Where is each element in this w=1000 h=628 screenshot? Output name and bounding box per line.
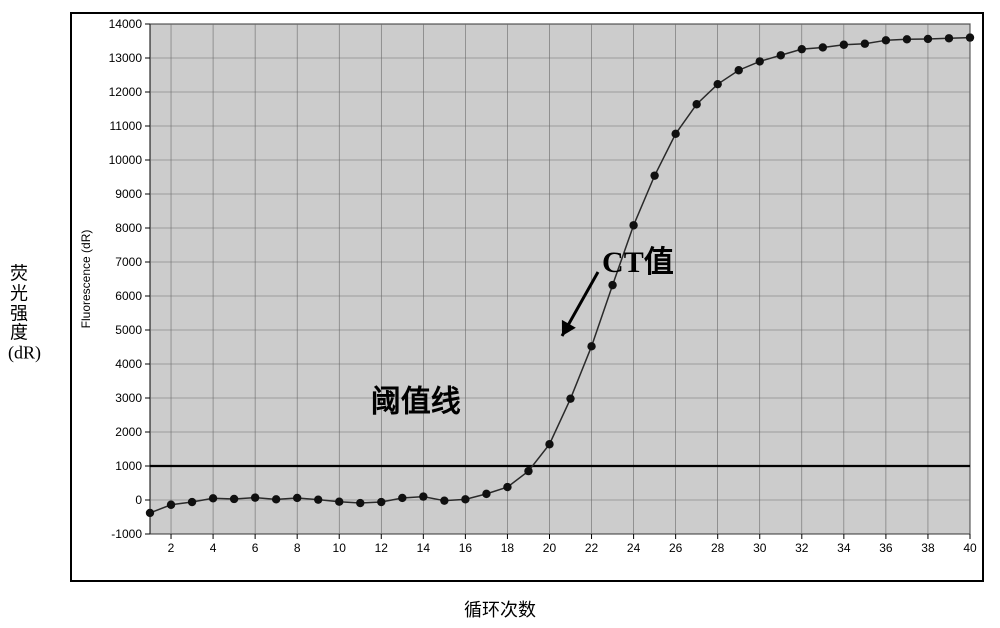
ytick-label: 11000	[110, 119, 143, 133]
xtick-label: 24	[627, 541, 641, 555]
data-marker	[882, 36, 890, 44]
data-marker	[188, 498, 196, 506]
xtick-label: 22	[585, 541, 599, 555]
ytick-label: 12000	[109, 85, 143, 99]
data-marker	[377, 498, 385, 506]
ytick-label: 3000	[115, 391, 142, 405]
data-marker	[146, 509, 154, 517]
data-marker	[735, 66, 743, 74]
xtick-label: 18	[501, 541, 515, 555]
plot-area	[150, 24, 970, 534]
data-marker	[419, 492, 427, 500]
xtick-label: 38	[921, 541, 935, 555]
xtick-label: 32	[795, 541, 809, 555]
xtick-label: 6	[252, 541, 259, 555]
ytick-label: 10000	[109, 153, 143, 167]
data-marker	[566, 394, 574, 402]
xtick-label: 12	[375, 541, 389, 555]
data-marker	[545, 440, 553, 448]
xtick-label: 26	[669, 541, 683, 555]
xtick-label: 2	[168, 541, 175, 555]
data-marker	[398, 494, 406, 502]
data-marker	[713, 80, 721, 88]
ytick-label: 2000	[115, 425, 142, 439]
threshold-label: 阈值线	[371, 386, 461, 419]
data-marker	[314, 495, 322, 503]
data-marker	[440, 496, 448, 504]
data-marker	[840, 41, 848, 49]
data-marker	[293, 494, 301, 502]
ytick-label: 9000	[115, 187, 142, 201]
ytick-label: 8000	[115, 221, 142, 235]
xtick-label: 16	[459, 541, 473, 555]
xtick-label: 34	[837, 541, 851, 555]
data-marker	[692, 100, 700, 108]
x-axis-label-outer: 循环次数	[0, 596, 1000, 622]
data-marker	[924, 35, 932, 43]
chart-svg: -1000 0 1000 2000 3000 4000 5000 6000 7000 8000 90…	[72, 14, 982, 580]
data-marker	[629, 221, 637, 229]
data-marker	[251, 493, 259, 501]
xtick-label: 14	[417, 541, 431, 555]
ytick-label: 13000	[109, 51, 143, 65]
ytick-label: 4000	[115, 357, 142, 371]
data-marker	[587, 342, 595, 350]
xtick-label: 40	[963, 541, 977, 555]
data-marker	[356, 499, 364, 507]
data-marker	[209, 494, 217, 502]
xtick-label: 4	[210, 541, 217, 555]
data-marker	[482, 490, 490, 498]
data-marker	[903, 35, 911, 43]
data-marker	[272, 495, 280, 503]
data-marker	[335, 498, 343, 506]
y-axis-label-inner: Fluorescence (dR)	[79, 230, 93, 329]
data-marker	[756, 57, 764, 65]
xtick-label: 10	[333, 541, 347, 555]
data-marker	[777, 51, 785, 59]
data-marker	[671, 130, 679, 138]
data-marker	[167, 501, 175, 509]
ytick-label: 5000	[115, 323, 142, 337]
data-marker	[798, 45, 806, 53]
ytick-label: 7000	[115, 255, 142, 269]
data-marker	[524, 467, 532, 475]
data-marker	[966, 33, 974, 41]
data-marker	[945, 34, 953, 42]
data-marker	[230, 495, 238, 503]
data-marker	[608, 281, 616, 289]
ct-label: CT值	[602, 246, 674, 279]
ytick-label: 1000	[115, 459, 142, 473]
data-marker	[861, 40, 869, 48]
xtick-label: 36	[879, 541, 893, 555]
chart-frame: -1000 0 1000 2000 3000 4000 5000 6000 7000 8000 90…	[70, 12, 984, 582]
xtick-label: 20	[543, 541, 557, 555]
ytick-label: 0	[135, 493, 142, 507]
data-marker	[503, 483, 511, 491]
data-marker	[650, 171, 658, 179]
xtick-label: 8	[294, 541, 301, 555]
y-axis-label-outer: 荧光强度(dR)	[8, 265, 30, 364]
xtick-label: 30	[753, 541, 767, 555]
data-marker	[819, 43, 827, 51]
xtick-label: 28	[711, 541, 725, 555]
ytick-label: -1000	[111, 527, 142, 541]
ytick-label: 14000	[109, 17, 143, 31]
ytick-label: 6000	[115, 289, 142, 303]
data-marker	[461, 495, 469, 503]
